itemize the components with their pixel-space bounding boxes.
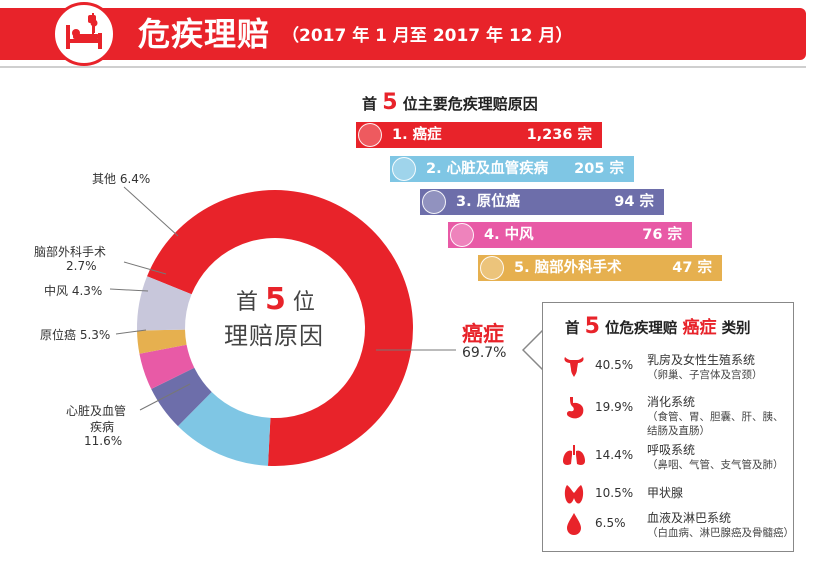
cancer-type-name: 甲状腺 bbox=[647, 486, 684, 500]
cancer-type-detail: （白血病、淋巴腺癌及骨髓癌） bbox=[647, 527, 794, 539]
cancer-title-highlight: 癌症 bbox=[682, 318, 717, 338]
donut-leader-lines bbox=[109, 186, 456, 411]
leader-line-heart bbox=[139, 383, 191, 411]
page-title: 危疾理赔 bbox=[138, 15, 271, 53]
label-cancer-pct: 69.7% bbox=[462, 345, 507, 361]
header-divider bbox=[0, 66, 806, 68]
top5-title-prefix: 首 bbox=[362, 95, 378, 113]
brain-stroke-icon bbox=[450, 223, 474, 247]
heart-icon bbox=[392, 157, 416, 181]
header-banner: 危疾理赔 （2017 年 1 月至 2017 年 12 月） bbox=[0, 0, 820, 68]
rank-value: 205 宗 bbox=[574, 161, 624, 177]
donut-slice-0 bbox=[147, 189, 414, 467]
cancer-title-mid: 位危疾理赔 bbox=[604, 321, 678, 337]
cancer-cell-icon bbox=[358, 123, 382, 147]
label-stroke: 中风 4.3% bbox=[44, 284, 103, 298]
thyroid-icon bbox=[564, 485, 584, 504]
center-prefix: 首 bbox=[236, 290, 259, 315]
cancer-type-name: 血液及淋巴系统 bbox=[647, 511, 732, 525]
cancer-type-name: 呼吸系统 bbox=[647, 443, 696, 457]
rank-label: 5. 脑部外科手术 bbox=[514, 260, 622, 276]
rank-value: 94 宗 bbox=[614, 194, 654, 210]
cancer-type-detail: （食管、胃、胆囊、肝、胰、 bbox=[647, 411, 784, 423]
cancer-title-prefix: 首 bbox=[565, 321, 580, 337]
donut-center-line1: 首 5 位 bbox=[236, 282, 315, 317]
label-heart: 心脏及血管 bbox=[66, 404, 127, 418]
cancer-type-pct: 10.5% bbox=[595, 486, 634, 500]
cancer-type-detail-2: 结肠及直肠） bbox=[647, 425, 710, 437]
rank-bar-heart: 2. 心脏及血管疾病 205 宗 bbox=[390, 156, 634, 182]
cancer-type-pct: 14.4% bbox=[595, 448, 634, 462]
lungs-icon bbox=[563, 445, 585, 465]
donut-center-line2: 理赔原因 bbox=[224, 322, 324, 350]
cancer-type-pct: 40.5% bbox=[595, 358, 634, 372]
donut-slice-4 bbox=[137, 329, 187, 354]
rank-value: 76 宗 bbox=[642, 227, 682, 243]
rank-label: 2. 心脏及血管疾病 bbox=[426, 161, 549, 177]
rank-label: 1. 癌症 bbox=[392, 127, 442, 143]
donut-slices bbox=[137, 189, 414, 467]
header-band bbox=[0, 8, 806, 60]
top5-title-num: 5 bbox=[382, 90, 398, 115]
cancer-type-name: 乳房及女性生殖系统 bbox=[647, 353, 756, 367]
top5-title-suffix: 位主要危疾理赔原因 bbox=[402, 95, 538, 113]
rank-label: 3. 原位癌 bbox=[456, 194, 521, 210]
rank-bar-cancer: 1. 癌症 1,236 宗 bbox=[356, 122, 602, 148]
leader-line-insitu bbox=[115, 329, 147, 335]
blood-drop-icon bbox=[567, 513, 581, 535]
hospital-bed-icon bbox=[52, 2, 116, 66]
cancer-type-pct: 19.9% bbox=[595, 400, 634, 414]
callout-pointer bbox=[522, 330, 544, 370]
label-other: 其他 6.4% bbox=[92, 172, 151, 186]
top5-title: 首 5 位主要危疾理赔原因 bbox=[362, 90, 538, 115]
leader-line-brain bbox=[123, 261, 167, 275]
rank-label: 4. 中风 bbox=[484, 227, 534, 243]
cancer-type-detail: （卵巢、子宫体及宫颈） bbox=[647, 369, 763, 381]
label-heart-2: 疾病 bbox=[90, 420, 115, 434]
cancer-type-detail: （鼻咽、气管、支气管及肺） bbox=[647, 459, 784, 471]
rank-value: 47 宗 bbox=[672, 260, 712, 276]
center-suffix: 位 bbox=[292, 290, 315, 315]
leader-line-other bbox=[123, 186, 179, 237]
label-cancer: 癌症 bbox=[462, 322, 504, 346]
cancer-types-box: 首 5 位危疾理赔 癌症 类别 40.5% 乳房及女性生殖系统 （卵巢、子宫体及… bbox=[542, 302, 794, 552]
donut-slice-1 bbox=[177, 391, 271, 466]
cancer-type-name: 消化系统 bbox=[647, 395, 696, 409]
donut-slice-2 bbox=[151, 367, 212, 427]
rank-bar-brain-surgery: 5. 脑部外科手术 47 宗 bbox=[478, 255, 722, 281]
brain-icon bbox=[480, 256, 504, 280]
cancer-title-suffix: 类别 bbox=[721, 321, 751, 337]
cancer-type-pct: 6.5% bbox=[595, 516, 626, 530]
donut-slice-5 bbox=[137, 276, 192, 331]
label-heart-pct: 11.6% bbox=[84, 434, 123, 448]
cancer-types-title: 首 5 位危疾理赔 癌症 类别 bbox=[565, 313, 751, 339]
center-num: 5 bbox=[265, 282, 286, 317]
label-insitu: 原位癌 5.3% bbox=[40, 328, 111, 342]
rank-value: 1,236 宗 bbox=[526, 127, 592, 143]
rank-bar-in-situ: 3. 原位癌 94 宗 bbox=[420, 189, 664, 215]
donut-slice-3 bbox=[139, 344, 195, 390]
cell-burst-icon bbox=[422, 190, 446, 214]
uterus-icon bbox=[564, 357, 584, 377]
leader-line-stroke bbox=[109, 288, 149, 292]
page-subtitle: （2017 年 1 月至 2017 年 12 月） bbox=[282, 26, 573, 46]
rank-bar-stroke: 4. 中风 76 宗 bbox=[448, 222, 692, 248]
label-brain-surgery-pct: 2.7% bbox=[66, 259, 97, 273]
cancer-title-num: 5 bbox=[584, 314, 600, 339]
label-brain-surgery: 脑部外科手术 bbox=[34, 245, 107, 259]
stomach-icon bbox=[566, 397, 584, 419]
